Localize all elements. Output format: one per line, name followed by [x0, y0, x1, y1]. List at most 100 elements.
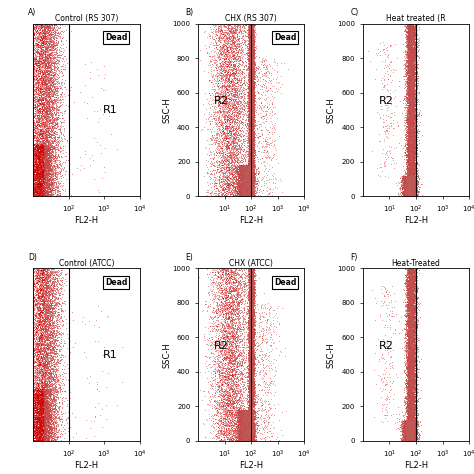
Point — [248, 381, 255, 389]
Point — [246, 301, 254, 309]
Point — [247, 428, 255, 436]
Point — [220, 353, 228, 361]
Point — [253, 77, 260, 85]
Point — [408, 378, 415, 386]
Point — [402, 421, 410, 428]
Point — [406, 384, 414, 392]
Point — [406, 369, 414, 377]
Point — [41, 374, 48, 381]
Point — [247, 344, 255, 352]
Point — [407, 174, 415, 182]
Point — [407, 306, 414, 313]
Point — [248, 313, 256, 320]
Point — [54, 393, 62, 401]
Point — [247, 271, 255, 279]
Point — [403, 173, 411, 180]
Point — [243, 373, 250, 381]
Point — [410, 437, 418, 445]
Point — [46, 305, 53, 312]
Point — [409, 283, 417, 291]
Point — [46, 187, 54, 195]
Point — [29, 423, 37, 431]
Point — [36, 82, 43, 90]
Point — [409, 76, 417, 84]
Point — [405, 178, 412, 185]
Point — [405, 59, 413, 67]
Point — [245, 108, 253, 115]
Point — [250, 401, 257, 408]
Point — [246, 75, 254, 82]
Point — [248, 356, 256, 364]
Point — [235, 162, 243, 169]
Point — [34, 170, 41, 177]
Point — [42, 312, 50, 320]
Point — [247, 40, 255, 47]
Point — [249, 403, 256, 411]
Point — [58, 321, 65, 328]
Point — [219, 410, 227, 418]
Point — [245, 411, 253, 419]
Point — [404, 326, 412, 334]
Point — [247, 92, 255, 100]
Point — [237, 181, 245, 188]
Point — [248, 73, 255, 81]
Point — [238, 168, 246, 176]
Point — [225, 411, 232, 419]
Point — [247, 167, 255, 174]
Point — [29, 166, 37, 173]
Point — [413, 365, 420, 373]
Point — [407, 30, 415, 37]
Point — [248, 166, 255, 174]
Point — [407, 313, 414, 320]
Point — [48, 369, 55, 377]
Point — [246, 272, 254, 279]
Point — [45, 91, 53, 99]
Point — [248, 180, 256, 188]
Point — [249, 38, 256, 46]
Point — [248, 181, 255, 188]
Point — [247, 116, 255, 124]
Point — [405, 32, 412, 39]
Point — [44, 22, 52, 30]
Point — [410, 328, 418, 336]
Point — [246, 397, 254, 405]
Point — [45, 164, 53, 171]
Point — [248, 156, 256, 164]
Point — [246, 401, 254, 408]
Point — [249, 277, 257, 285]
Point — [404, 431, 411, 439]
Point — [411, 72, 419, 80]
Point — [258, 112, 266, 120]
Point — [60, 370, 67, 377]
Point — [243, 192, 251, 200]
Point — [247, 354, 255, 361]
Point — [245, 390, 253, 397]
Point — [240, 174, 247, 182]
Point — [229, 334, 237, 342]
Point — [402, 165, 410, 173]
Point — [245, 139, 253, 146]
Point — [409, 321, 416, 328]
Point — [401, 146, 409, 154]
Point — [248, 413, 256, 421]
Point — [405, 145, 413, 152]
Point — [247, 79, 255, 86]
Point — [247, 168, 255, 176]
Point — [409, 353, 417, 360]
Point — [407, 397, 415, 404]
Point — [403, 425, 410, 433]
Point — [44, 169, 52, 177]
Point — [247, 47, 255, 55]
Point — [247, 38, 255, 46]
Point — [247, 92, 255, 100]
Point — [246, 117, 254, 124]
Point — [247, 96, 255, 103]
Point — [410, 47, 417, 55]
Point — [242, 177, 250, 184]
Point — [250, 192, 258, 200]
Point — [408, 315, 416, 323]
Point — [249, 272, 256, 280]
Point — [50, 404, 57, 412]
Point — [230, 427, 238, 435]
Point — [46, 160, 54, 168]
